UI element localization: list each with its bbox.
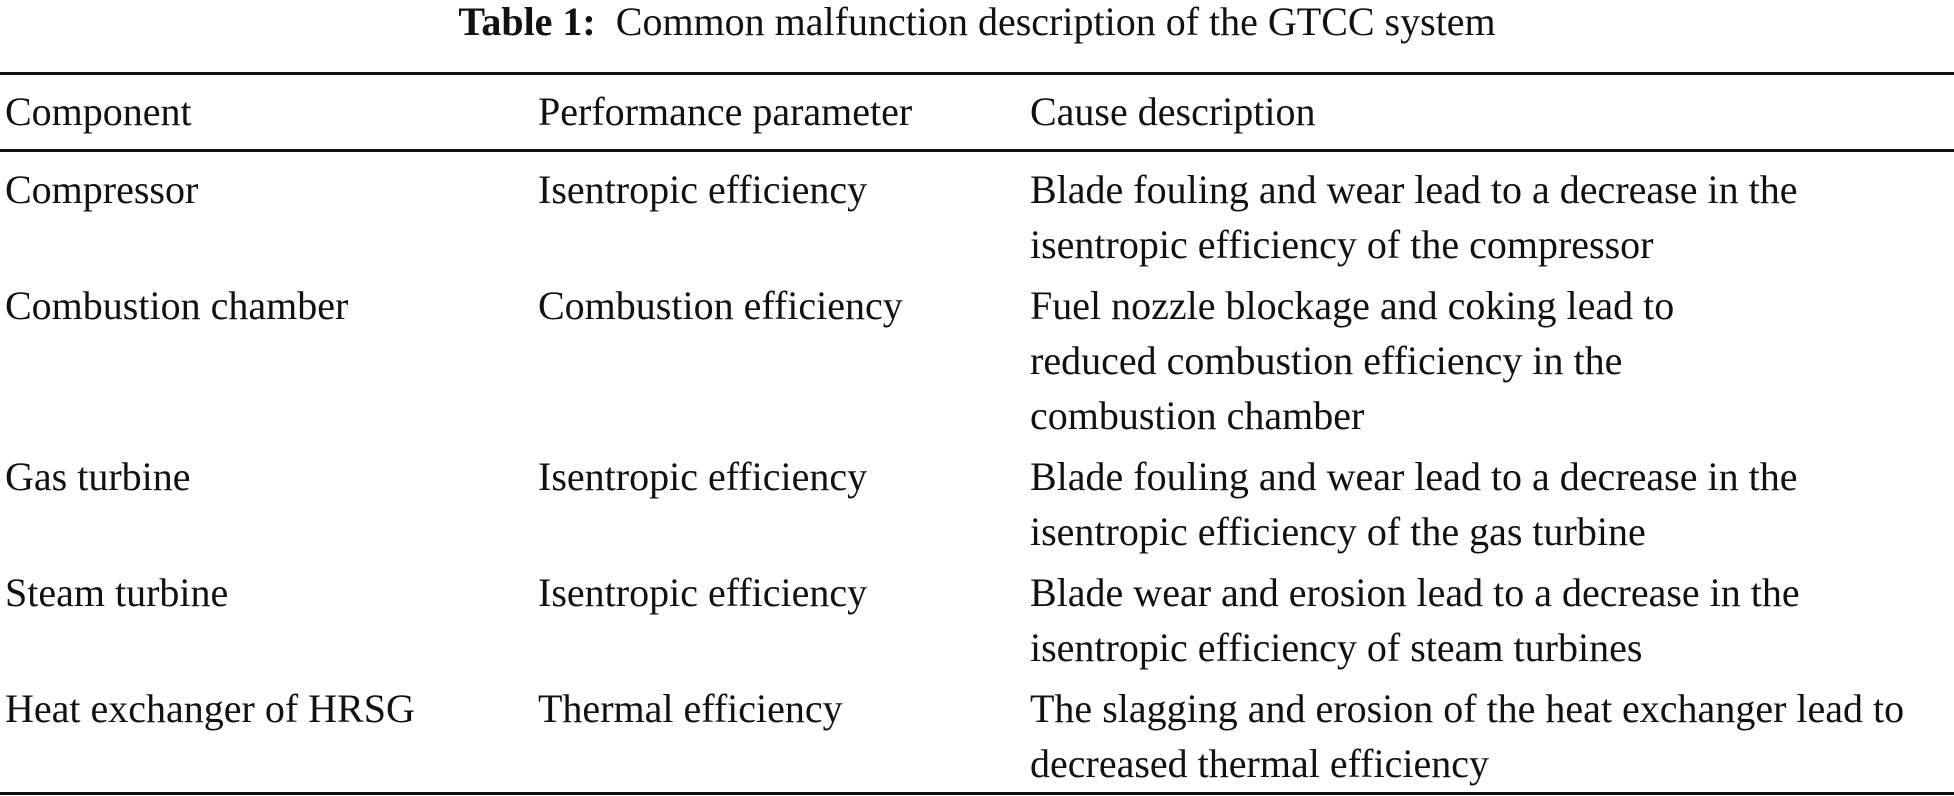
table-row: Gas turbine Isentropic efficiency Blade … [0, 446, 1954, 562]
cell-cause: Blade fouling and wear lead to a decreas… [1030, 167, 1798, 267]
cell-component: Gas turbine [5, 454, 191, 499]
cell-cause: Fuel nozzle blockage and coking lead to … [1030, 275, 1954, 446]
cell-component: Heat exchanger of HRSG [5, 686, 415, 731]
cell-parameter: Isentropic efficiency [538, 570, 868, 615]
cell-component: Combustion chamber [5, 283, 349, 328]
table-row: Compressor Isentropic efficiency Blade f… [0, 151, 1954, 276]
header-parameter: Performance parameter [538, 89, 913, 134]
table-caption: Table 1: Common malfunction description … [0, 0, 1954, 49]
cell-component: Compressor [5, 167, 199, 212]
cell-parameter: Isentropic efficiency [538, 167, 868, 212]
table-label: Table 1: [458, 0, 596, 44]
table-row: Combustion chamber Combustion efficiency… [0, 275, 1954, 446]
malfunction-table: Component Performance parameter Cause de… [0, 72, 1954, 795]
table-title: Common malfunction description of the GT… [615, 0, 1496, 44]
cell-parameter: Isentropic efficiency [538, 454, 868, 499]
header-row: Component Performance parameter Cause de… [0, 73, 1954, 151]
cell-cause: The slagging and erosion of the heat exc… [1030, 686, 1905, 786]
header-component: Component [5, 89, 192, 134]
table-row: Steam turbine Isentropic efficiency Blad… [0, 562, 1954, 678]
table-row: Heat exchanger of HRSG Thermal efficienc… [0, 678, 1954, 794]
cell-component: Steam turbine [5, 570, 229, 615]
header-cause: Cause description [1030, 89, 1316, 134]
cell-parameter: Thermal efficiency [538, 686, 843, 731]
cell-parameter: Combustion efficiency [538, 283, 903, 328]
cell-cause: Blade wear and erosion lead to a decreas… [1030, 570, 1800, 670]
cell-cause: Blade fouling and wear lead to a decreas… [1030, 454, 1798, 554]
cell-cause-text: Fuel nozzle blockage and coking lead to … [1030, 283, 1675, 438]
